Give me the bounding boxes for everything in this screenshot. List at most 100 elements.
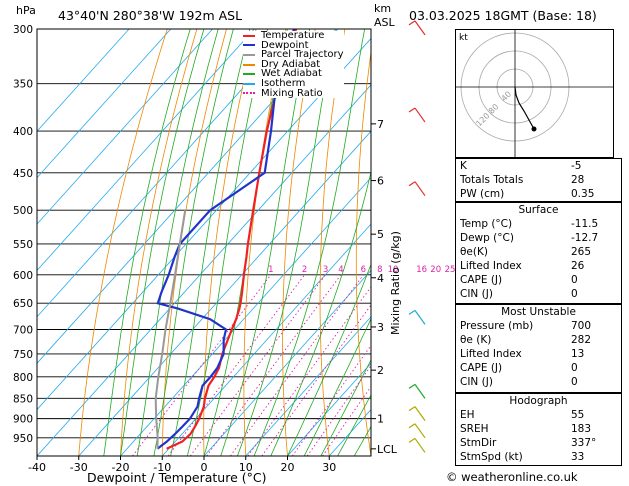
mixing-ratio-line-2 [167,274,305,456]
pressure-tick-950: 950 [13,433,33,445]
legend-item: Temperature [243,31,344,41]
table-key: CAPE (J) [460,274,503,286]
legend-label: Isotherm [261,77,306,89]
legend-label: Wet Adiabat [261,68,322,80]
wind-barb-5 [414,406,426,421]
legend-item: Dry Adiabat [243,59,344,70]
mixing-ratio-label-20: 20 [430,265,441,275]
pressure-tick-350: 350 [13,79,33,91]
isotherm-0 [203,269,371,456]
copyright-footer: © weatheronline.co.uk [446,470,578,484]
table-value: 700 [571,320,592,332]
mixing-ratio-label-25: 25 [445,265,456,275]
legend-label: Temperature [261,30,325,41]
wind-barb-1 [414,107,426,123]
legend-swatch [243,44,255,47]
table-row: Pressure (mb) 700 [456,319,621,333]
hpa-unit-label: hPa [16,4,36,17]
table-value: 13 [571,348,585,360]
x-tick--20: -20 [112,461,130,474]
most-unstable-table: Most Unstable Pressure (mb) 700 θe (K) 282 L… [455,304,622,393]
legend-swatch [243,63,255,66]
table-value: 28 [571,174,585,186]
table-value: 55 [571,409,585,421]
pressure-tick-400: 400 [13,126,33,138]
x-tick-30: 30 [322,461,336,474]
table-value: 0 [571,288,578,300]
datetime-title: 03.03.2025 18GMT (Base: 18) [409,8,597,23]
dry-adiabat-20 [282,29,316,456]
dry-adiabat-60 [425,29,454,456]
table-row: CIN (J) 0 [456,287,621,301]
x-tick-20: 20 [281,461,295,474]
pressure-tick-500: 500 [13,205,33,217]
wind-barb-3 [414,310,426,325]
table-key: θe (K) [460,334,492,346]
legend-item: Mixing Ratio [243,87,344,99]
mixing-ratio-label-2: 2 [302,265,307,275]
wind-barb-4 [414,384,426,399]
wet-adiabat--12 [153,29,234,456]
hodograph-table: Hodograph EH 55 SREH 183 StmDir 337° StmSpd (k… [455,393,622,466]
table-row: EH 55 [456,408,621,422]
dry-adiabat-30 [319,29,346,456]
wind-barb-0 [414,20,426,36]
isotherm--10 [161,223,371,456]
wet-adiabat-24 [303,317,371,456]
table-key: PW (cm) [460,188,505,200]
table-value: 282 [571,334,592,346]
series-temperature [166,29,298,450]
table-value: 0 [571,376,578,388]
pressure-tick-900: 900 [13,414,33,426]
series-dewpoint [156,29,296,450]
mixing-ratio-label-4: 4 [338,265,343,275]
wet-adiabat-28 [320,359,371,456]
legend-item: Isotherm [243,79,344,89]
legend-swatch [243,92,255,95]
legend-label: Dewpoint [261,39,309,51]
legend-item: Dewpoint [243,39,344,51]
mixing-ratio-line-1 [132,274,272,456]
pressure-tick-700: 700 [13,325,33,337]
most-unstable-title: Most Unstable [501,306,576,318]
km-tick-2: 2 [377,364,384,377]
table-key: Totals Totals [460,174,524,186]
table-key: Dewp (°C) [460,232,514,244]
table-key: Lifted Index [460,260,522,272]
wet-adiabat-16 [270,170,371,456]
table-key: Pressure (mb) [460,320,534,332]
table-key: EH [460,409,475,421]
wet-adiabat--4 [186,29,268,456]
indices-table: K -5 Totals Totals 28 PW (cm) 0.35 [455,158,622,202]
wet-adiabat--24 [103,29,191,456]
x-tick-0: 0 [201,461,208,474]
isotherm--80 [37,29,255,272]
legend-swatch [243,53,255,56]
legend-item: Parcel Trajectory [243,50,344,60]
wind-barb-flag-1 [408,107,416,113]
table-key: K [460,160,467,172]
table-value: 0.35 [571,188,595,200]
table-row: StmDir 337° [456,436,621,450]
table-row: θe(K) 265 [456,245,621,259]
table-value: 26 [571,260,585,272]
x-tick--10: -10 [153,461,171,474]
table-key: CIN (J) [460,376,493,388]
x-tick--30: -30 [70,461,88,474]
wind-barb-flag-2 [408,181,416,187]
dry-adiabat-40 [355,49,371,456]
table-row: Totals Totals 28 [456,173,621,187]
x-tick--40: -40 [28,461,46,474]
legend-label: Mixing Ratio [261,87,323,99]
isotherm--30 [78,130,371,456]
wind-barb-flag-6 [408,423,416,429]
isotherm--90 [37,29,213,225]
dry-adiabat--20 [120,29,198,456]
isotherm--40 [37,84,371,456]
wet-adiabat-32 [337,394,371,456]
table-value: 265 [571,246,592,258]
pressure-tick-600: 600 [13,270,33,282]
mixing-ratio-label-16: 16 [416,265,427,275]
